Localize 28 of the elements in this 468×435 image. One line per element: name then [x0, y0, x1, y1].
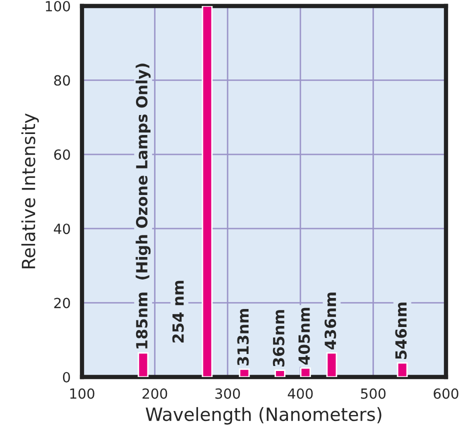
y-axis-title: Relative Intensity: [21, 113, 39, 268]
annotation: 313nm: [237, 308, 249, 366]
x-tick-label: 300: [215, 388, 240, 399]
annotation: 365nm: [272, 310, 284, 367]
x-axis-title: Wavelength (Nanometers): [146, 407, 382, 425]
annotation: 405nm: [298, 308, 310, 365]
y-tick-label: 60: [54, 149, 70, 160]
bar: [300, 367, 311, 377]
bar: [326, 352, 338, 377]
bar: [202, 6, 213, 377]
annotation: 185nm (High Ozone Lamps Only): [136, 64, 151, 348]
bar: [238, 368, 250, 377]
y-tick-label: 0: [62, 372, 70, 382]
annotation: 254 nm: [172, 280, 184, 342]
x-tick-label: 200: [142, 388, 168, 399]
bar: [396, 362, 408, 377]
annotation: 436nm: [324, 292, 336, 350]
x-tick-label: 400: [288, 388, 313, 399]
x-tick-label: 600: [434, 388, 458, 399]
y-tick-label: 20: [54, 298, 70, 308]
y-tick-label: 40: [54, 224, 70, 234]
annotation: 546nm: [395, 302, 407, 359]
bar: [274, 370, 286, 377]
bar: [138, 352, 149, 377]
x-tick-label: 500: [361, 388, 386, 399]
y-tick-label: 80: [54, 75, 70, 86]
y-tick-label: 100: [46, 0, 70, 12]
x-tick-label: 100: [70, 388, 94, 399]
